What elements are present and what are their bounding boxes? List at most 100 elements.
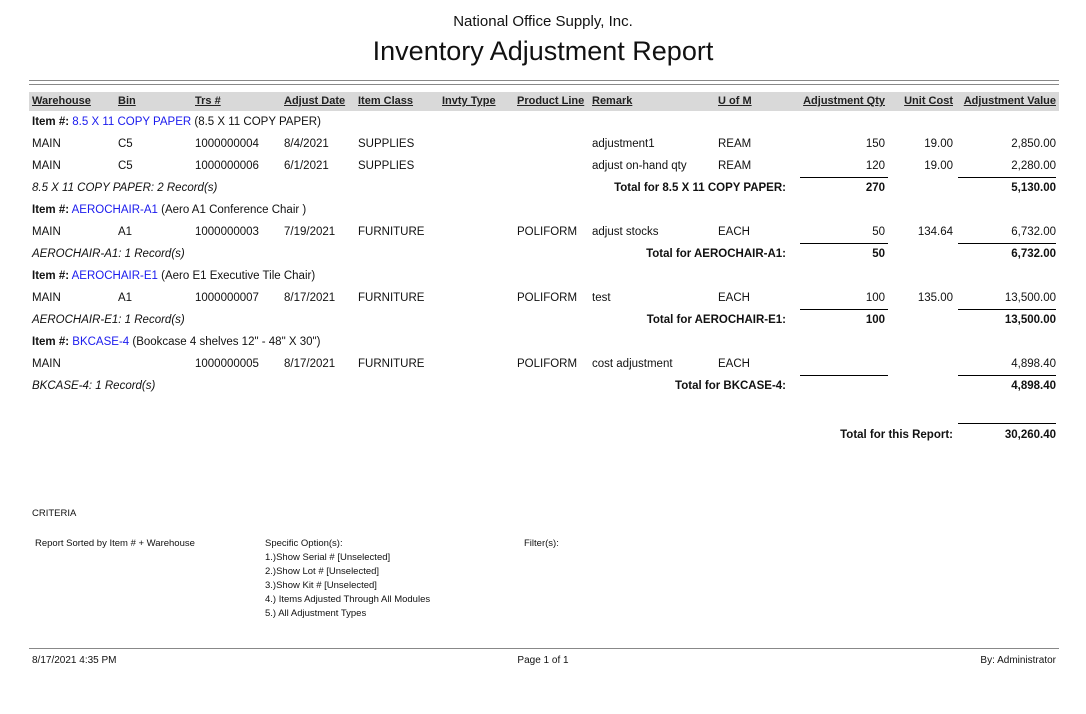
cell-remark: test (592, 292, 611, 304)
group-total-value: 13,500.00 (1004, 314, 1056, 326)
cell-warehouse: MAIN (32, 292, 61, 304)
record-count: BKCASE-4: 1 Record(s) (32, 380, 156, 392)
group-total-label: Total for 8.5 X 11 COPY PAPER: (614, 182, 786, 194)
group-summary-row: AEROCHAIR-A1: 1 Record(s) Total for AEROC… (0, 246, 1086, 264)
value-subtotal-line (958, 243, 1056, 244)
item-label: Item #: AEROCHAIR-A1 (Aero A1 Conference… (32, 204, 306, 216)
cell-remark: adjust on-hand qty (592, 160, 687, 172)
criteria-option: 4.) Items Adjusted Through All Modules (265, 594, 431, 605)
cell-adjustment-value: 13,500.00 (1004, 292, 1056, 304)
qty-subtotal-line (800, 243, 888, 244)
item-prefix: Item #: (32, 336, 70, 348)
column-header-adjust-date: Adjust Date (284, 95, 346, 107)
cell-uofm: EACH (718, 292, 750, 304)
cell-trs: 1000000004 (195, 138, 259, 150)
criteria-options-label: Specific Option(s): (265, 538, 343, 549)
column-header-row: Warehouse Bin Trs # Adjust Date Item Class In… (0, 93, 1086, 111)
criteria-filters-label: Filter(s): (524, 538, 559, 549)
group-summary-row: 8.5 X 11 COPY PAPER: 2 Record(s) Total fo… (0, 180, 1086, 198)
cell-product-line: POLIFORM (517, 358, 578, 370)
record-count: AEROCHAIR-E1: 1 Record(s) (32, 314, 185, 326)
cell-adjustment-qty: 150 (865, 138, 885, 150)
report-title: Inventory Adjustment Report (372, 36, 714, 66)
column-header-product-line: Product Line (517, 95, 585, 107)
column-header-adjustment-value: Adjustment Value (963, 95, 1056, 107)
group-total-qty: 100 (865, 314, 885, 326)
cell-adjust-date: 8/17/2021 (284, 292, 336, 304)
qty-subtotal-line (800, 177, 888, 178)
cell-adjustment-qty: 100 (865, 292, 885, 304)
footer-page: Page 1 of 1 (517, 655, 569, 666)
cell-uofm: REAM (718, 160, 752, 172)
value-subtotal-line (958, 177, 1056, 178)
cell-unit-cost: 19.00 (924, 160, 953, 172)
column-header-adjustment-qty: Adjustment Qty (803, 95, 885, 107)
footer-datetime: 8/17/2021 4:35 PM (32, 655, 117, 666)
group-summary-row: AEROCHAIR-E1: 1 Record(s) Total for AEROC… (0, 312, 1086, 330)
cell-bin: A1 (118, 292, 133, 304)
item-group-header: Item #: AEROCHAIR-A1 (Aero A1 Conference… (0, 202, 1086, 220)
criteria-option: 5.) All Adjustment Types (265, 608, 367, 619)
group-total-label: Total for AEROCHAIR-A1: (646, 248, 786, 260)
cell-adjust-date: 8/17/2021 (284, 358, 336, 370)
report-total-value: 30,260.40 (1004, 429, 1056, 441)
cell-uofm: REAM (718, 138, 752, 150)
cell-adjustment-value: 2,280.00 (1011, 160, 1056, 172)
column-header-bar (29, 92, 1059, 111)
cell-product-line: POLIFORM (517, 292, 578, 304)
item-label: Item #: AEROCHAIR-E1 (Aero E1 Executive … (32, 270, 315, 282)
cell-unit-cost: 19.00 (924, 138, 953, 150)
column-header-unit-cost: Unit Cost (904, 95, 953, 107)
criteria-option: 1.)Show Serial # [Unselected] (265, 552, 391, 563)
item-link[interactable]: BKCASE-4 (72, 336, 130, 348)
cell-remark: adjust stocks (592, 226, 659, 238)
table-row: MAIN C5 1000000006 6/1/2021 SUPPLIES adjust o… (0, 158, 1086, 176)
cell-warehouse: MAIN (32, 226, 61, 238)
qty-subtotal-line (800, 309, 888, 310)
column-header-remark: Remark (592, 95, 633, 107)
item-link[interactable]: 8.5 X 11 COPY PAPER (72, 116, 192, 128)
column-header-trs: Trs # (195, 95, 221, 107)
item-group-header: Item #: AEROCHAIR-E1 (Aero E1 Executive … (0, 268, 1086, 286)
criteria-option: 2.)Show Lot # [Unselected] (265, 566, 380, 577)
record-count: 8.5 X 11 COPY PAPER: 2 Record(s) (32, 182, 218, 194)
cell-remark: adjustment1 (592, 138, 655, 150)
item-description: (Bookcase 4 shelves 12" - 48" X 30") (132, 336, 321, 348)
cell-trs: 1000000006 (195, 160, 259, 172)
cell-adjustment-qty: 50 (872, 226, 885, 238)
item-link[interactable]: AEROCHAIR-E1 (71, 270, 158, 282)
cell-item-class: SUPPLIES (358, 160, 415, 172)
item-description: (Aero E1 Executive Tile Chair) (161, 270, 316, 282)
table-row: MAIN A1 1000000007 8/17/2021 FURNITURE POLIFO… (0, 290, 1086, 308)
cell-adjustment-value: 6,732.00 (1011, 226, 1056, 238)
item-prefix: Item #: (32, 116, 70, 128)
item-group-header: Item #: 8.5 X 11 COPY PAPER (8.5 X 11 CO… (0, 114, 1086, 132)
column-header-invty-type: Invty Type (442, 95, 496, 107)
cell-item-class: SUPPLIES (358, 138, 415, 150)
group-total-qty: 270 (865, 182, 885, 194)
group-total-qty: 50 (872, 248, 885, 260)
report-total-line (958, 423, 1056, 424)
table-row: MAIN C5 1000000004 8/4/2021 SUPPLIES adjustme… (0, 136, 1086, 154)
cell-unit-cost: 134.64 (917, 226, 953, 238)
criteria-heading: CRITERIA (32, 508, 77, 519)
column-header-warehouse: Warehouse (32, 95, 91, 107)
report-total-row: Total for this Report: 30,260.40 (0, 427, 1086, 445)
item-description: (Aero A1 Conference Chair ) (161, 204, 307, 216)
item-label: Item #: 8.5 X 11 COPY PAPER (8.5 X 11 CO… (32, 116, 321, 128)
cell-bin: A1 (118, 226, 133, 238)
item-link[interactable]: AEROCHAIR-A1 (71, 204, 158, 216)
item-prefix: Item #: (32, 270, 70, 282)
group-summary-row: BKCASE-4: 1 Record(s) Total for BKCASE-4:… (0, 378, 1086, 396)
cell-uofm: EACH (718, 358, 750, 370)
cell-trs: 1000000005 (195, 358, 259, 370)
cell-item-class: FURNITURE (358, 226, 425, 238)
qty-subtotal-line (800, 375, 888, 376)
cell-uofm: EACH (718, 226, 750, 238)
cell-warehouse: MAIN (32, 358, 61, 370)
group-total-label: Total for AEROCHAIR-E1: (646, 314, 786, 326)
cell-warehouse: MAIN (32, 138, 61, 150)
item-description: (8.5 X 11 COPY PAPER) (194, 116, 321, 128)
group-total-label: Total for BKCASE-4: (675, 380, 786, 392)
criteria-option: 3.)Show Kit # [Unselected] (265, 580, 377, 591)
